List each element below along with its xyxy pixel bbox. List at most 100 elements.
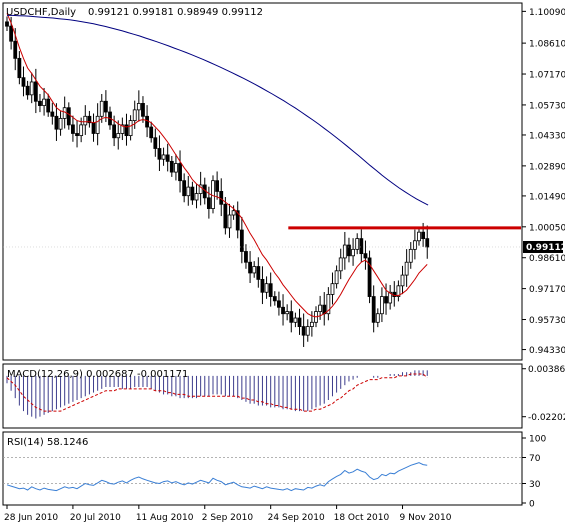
- last-price-value: 0.99112: [526, 243, 565, 253]
- candle-body: [223, 203, 228, 229]
- candle-body: [248, 261, 252, 274]
- candle-body: [289, 311, 294, 323]
- candle-body: [277, 300, 281, 308]
- price-y-tick-label: 1.01490: [529, 192, 565, 202]
- candle-body: [95, 115, 100, 134]
- candle-body: [174, 163, 178, 173]
- candle-body: [268, 283, 273, 297]
- macd-panel[interactable]: MACD(12,26,9) 0.002687 -0.001171 0.00386…: [2, 363, 565, 429]
- candle-body: [235, 210, 240, 231]
- candle-body: [367, 257, 372, 297]
- candle-body: [153, 137, 158, 149]
- candle-body: [58, 118, 63, 130]
- candle-body: [87, 115, 92, 124]
- candle-body: [136, 103, 141, 111]
- last-price-box: [523, 240, 563, 253]
- candle-body: [54, 115, 59, 130]
- rsi-panel-frame: [2, 431, 523, 506]
- time-tick-label: 28 Jun 2010: [4, 513, 58, 523]
- candle-body: [66, 107, 71, 126]
- candle-body: [342, 244, 347, 259]
- candle-body: [161, 154, 166, 160]
- rsi-y-axis: 100 70 30 0: [522, 435, 546, 510]
- candle-body: [227, 214, 232, 229]
- candle-body: [5, 21, 9, 27]
- candle-body: [256, 266, 261, 280]
- candle-body: [375, 313, 380, 323]
- candle-body: [42, 98, 46, 106]
- candle-body: [79, 124, 84, 137]
- symbol-label: USDCHF,Daily: [6, 7, 76, 18]
- candle-body: [141, 103, 145, 117]
- candle-body: [326, 294, 331, 315]
- price-panel[interactable]: USDCHF,Daily 0.99121 0.99181 0.98949 0.9…: [2, 2, 565, 361]
- candle-body: [128, 120, 133, 137]
- candle-body: [330, 283, 335, 295]
- candle-body: [71, 124, 75, 134]
- candle-body: [305, 326, 310, 336]
- price-y-tick-label: 1.10090: [529, 8, 565, 18]
- candle-body: [425, 238, 430, 248]
- price-y-tick-label: 1.08610: [529, 40, 565, 50]
- ma-slow-line: [7, 14, 429, 206]
- rsi-y-tick-label: 30: [529, 480, 541, 490]
- time-tick-label: 9 Nov 2010: [400, 513, 452, 523]
- candle-body: [384, 296, 388, 304]
- candle-body: [25, 85, 30, 96]
- candle-body: [260, 278, 265, 293]
- rsi-y-tick-label: 0: [529, 500, 535, 510]
- candle-body: [244, 251, 248, 263]
- candle-body: [50, 111, 55, 117]
- macd-y-tick-label: 0.003863: [528, 365, 565, 375]
- candle-body: [231, 210, 236, 216]
- candle-body: [194, 193, 199, 201]
- candle-body: [9, 25, 14, 42]
- candle-body: [355, 238, 360, 250]
- candle-body: [309, 321, 314, 328]
- macd-label: MACD(12,26,9) 0.002687 -0.001171: [7, 369, 188, 380]
- candle-body: [417, 231, 421, 242]
- time-tick-label: 11 Aug 2010: [136, 513, 194, 523]
- candle-body: [272, 296, 277, 302]
- candle-body: [99, 100, 104, 117]
- rsi-plot-area: [3, 457, 522, 492]
- candle-body: [334, 270, 339, 285]
- candle-body: [363, 253, 368, 259]
- ma-fast-line: [6, 13, 428, 318]
- candle-body: [297, 317, 302, 328]
- price-y-tick-label: 0.97170: [529, 285, 565, 295]
- candle-body: [33, 81, 38, 102]
- candle-body: [157, 148, 162, 160]
- ohlc-label: 0.99121 0.99181 0.98949 0.99112: [88, 7, 263, 18]
- candle-body: [190, 186, 195, 201]
- candle-body: [408, 248, 413, 263]
- candle-body: [404, 261, 409, 276]
- rsi-label: RSI(14) 58.1246: [7, 437, 88, 448]
- candle-body: [132, 109, 137, 121]
- candle-body: [103, 100, 108, 113]
- candle-body: [178, 163, 182, 182]
- candle-body: [239, 229, 244, 252]
- price-y-tick-label: 1.07170: [529, 71, 565, 81]
- candle-body: [21, 77, 26, 87]
- candle-body: [388, 291, 393, 304]
- rsi-panel[interactable]: RSI(14) 58.1246 100 70 30 0: [2, 431, 546, 510]
- rsi-y-tick-label: 100: [529, 435, 546, 445]
- candle-body: [421, 231, 426, 240]
- price-y-tick-label: 1.05730: [529, 101, 565, 111]
- candle-body: [91, 122, 96, 134]
- time-tick-label: 2 Sep 2010: [202, 513, 254, 523]
- candle-body: [318, 304, 323, 312]
- candle-body: [412, 240, 417, 250]
- candle-body: [338, 257, 343, 272]
- candle-body: [215, 180, 220, 192]
- candle-body: [198, 184, 203, 194]
- candle-body: [169, 160, 174, 173]
- candle-body: [13, 40, 18, 59]
- candle-body: [264, 283, 269, 293]
- candle-body: [281, 306, 285, 315]
- candle-body: [371, 296, 376, 323]
- price-y-tick-label: 1.00050: [529, 223, 565, 233]
- candle-body: [293, 317, 298, 323]
